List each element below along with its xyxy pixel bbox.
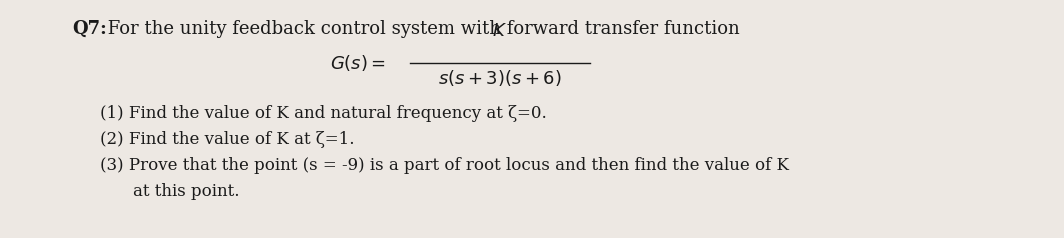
Text: $s(s+3)(s+6)$: $s(s+3)(s+6)$	[438, 68, 562, 88]
Text: Q7:: Q7:	[72, 20, 106, 38]
Text: (3) Prove that the point (s = -9) is a part of root locus and then find the valu: (3) Prove that the point (s = -9) is a p…	[100, 157, 789, 174]
Text: $K$: $K$	[493, 22, 508, 40]
Text: at this point.: at this point.	[133, 183, 239, 200]
Text: (1) Find the value of K and natural frequency at ζ=0.: (1) Find the value of K and natural freq…	[100, 105, 547, 122]
Text: $G(s) =$: $G(s) =$	[330, 53, 386, 73]
Text: (2) Find the value of K at ζ=1.: (2) Find the value of K at ζ=1.	[100, 131, 354, 148]
Text: For the unity feedback control system with forward transfer function: For the unity feedback control system wi…	[102, 20, 739, 38]
